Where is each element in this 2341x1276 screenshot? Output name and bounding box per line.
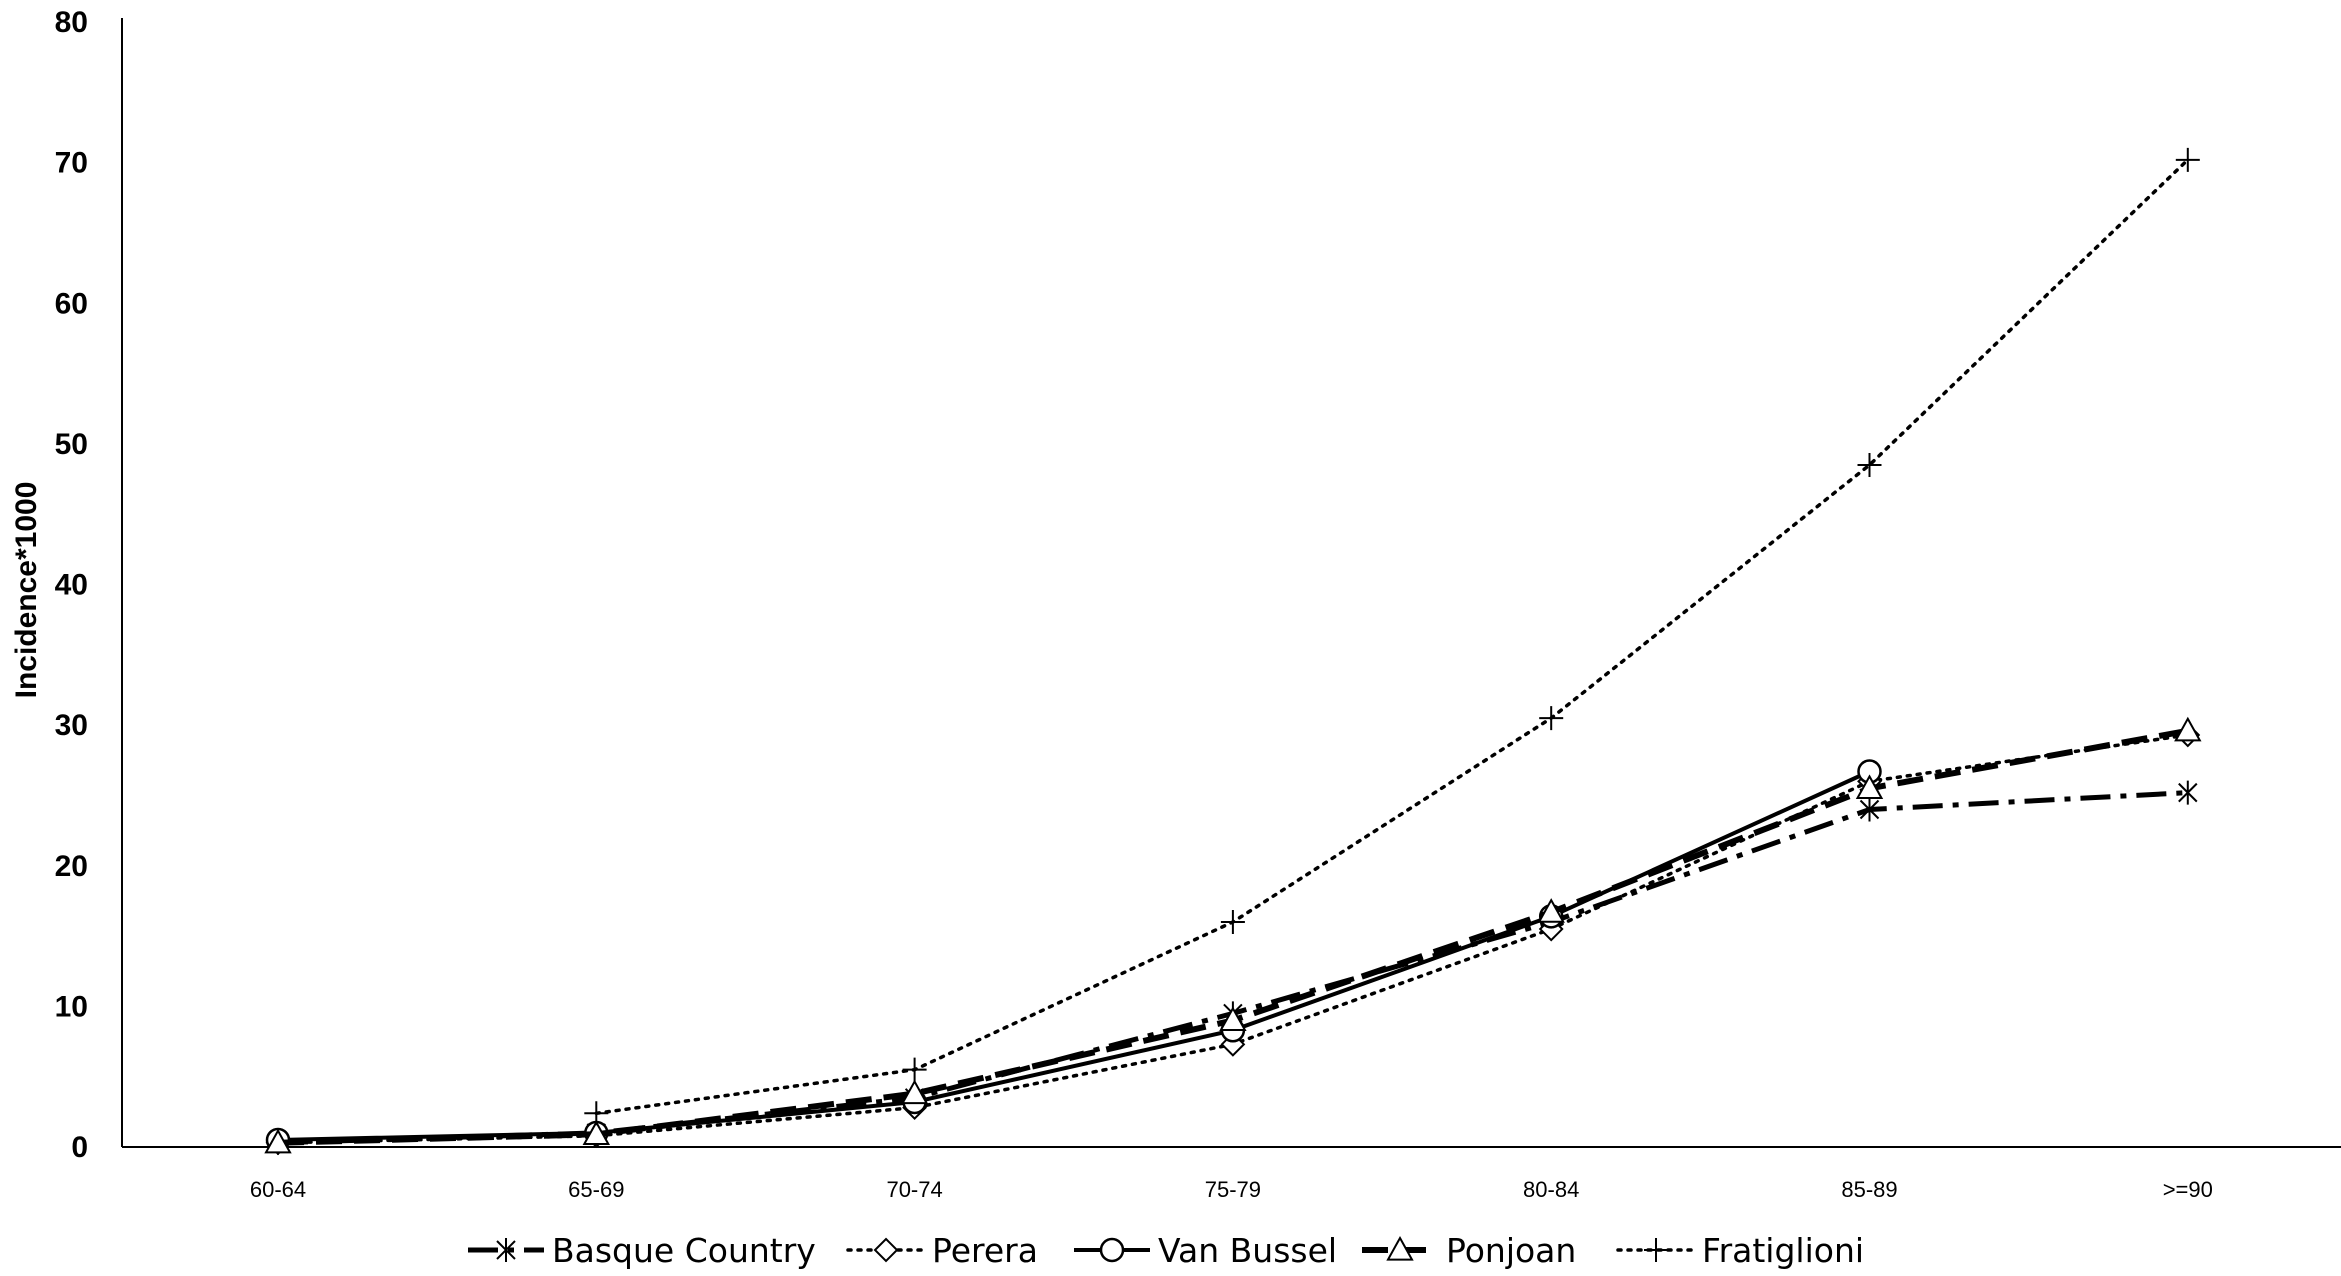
series-line (277, 727, 2189, 1146)
y-tick-label: 30 (55, 709, 88, 742)
y-tick-label: 40 (55, 569, 88, 602)
data-point-marker (582, 1120, 610, 1145)
legend-marker (1099, 1237, 1125, 1263)
y-tick-label: 50 (55, 428, 88, 461)
series-basque-country (268, 780, 2198, 1155)
legend-item: Perera (846, 1231, 1038, 1270)
y-tick-label: 20 (55, 850, 88, 883)
y-tick-label: 10 (55, 990, 88, 1023)
legend-marker (873, 1237, 899, 1263)
legend-marker (496, 1238, 516, 1262)
legend-label: Basque Country (552, 1231, 816, 1270)
data-point-marker (2174, 716, 2202, 742)
legend-marker (1644, 1238, 1668, 1262)
data-point-marker (1855, 774, 1884, 800)
axes (121, 18, 2341, 1148)
data-point-marker (2178, 780, 2198, 805)
y-tick-label: 80 (55, 6, 88, 39)
data-point-marker (902, 1057, 927, 1082)
data-point-marker (1537, 898, 1565, 923)
data-point-marker (2175, 147, 2200, 172)
y-tick-label: 0 (71, 1131, 88, 1164)
y-axis-label: Incidence*1000 (10, 482, 43, 699)
data-point-marker (1859, 797, 1880, 822)
legend-item: Fratiglioni (1616, 1231, 1864, 1270)
series-van-bussel (265, 759, 1882, 1153)
data-point-marker (1857, 452, 1882, 477)
data-point-marker (900, 1079, 929, 1105)
legend-label: Perera (932, 1231, 1038, 1270)
x-tick-label: 70-74 (886, 1177, 942, 1202)
series-line (277, 769, 1871, 1142)
x-tick-label: 65-69 (568, 1177, 624, 1202)
series-ponjoan (264, 716, 2202, 1154)
series-line (594, 158, 2190, 1116)
y-axis-ticks: 0 10 20 30 40 50 60 70 80 (55, 6, 88, 1164)
x-tick-label: >=90 (2163, 1177, 2213, 1202)
x-tick-label: 75-79 (1205, 1177, 1261, 1202)
series-line (276, 733, 2190, 1145)
x-tick-label: 85-89 (1841, 1177, 1897, 1202)
x-axis-ticks: 60-64 65-69 70-74 75-79 80-84 85-89 >=90 (250, 1177, 2213, 1202)
legend-item: Van Bussel (1074, 1231, 1337, 1270)
data-point-marker (1219, 1006, 1247, 1032)
y-tick-label: 60 (55, 287, 88, 320)
series-perera (265, 722, 2201, 1156)
x-tick-label: 60-64 (250, 1177, 306, 1202)
legend-item: Basque Country (468, 1231, 816, 1270)
data-point-marker (264, 1128, 292, 1154)
legend-marker (1386, 1235, 1414, 1261)
series-fratiglioni (584, 147, 2200, 1126)
legend: Basque Country Perera Van Bussel Ponjoan Fra… (468, 1231, 1864, 1270)
data-point-marker (584, 1101, 609, 1126)
data-point-marker (1220, 910, 1245, 934)
legend-label: Ponjoan (1446, 1231, 1576, 1270)
legend-label: Van Bussel (1158, 1231, 1337, 1270)
legend-label: Fratiglioni (1702, 1231, 1864, 1270)
data-point-marker (1539, 706, 1564, 731)
legend-item: Ponjoan (1362, 1231, 1576, 1270)
x-tick-label: 80-84 (1523, 1177, 1579, 1202)
series-line (277, 790, 2188, 1146)
y-tick-label: 70 (55, 147, 88, 180)
series-group (264, 147, 2202, 1156)
